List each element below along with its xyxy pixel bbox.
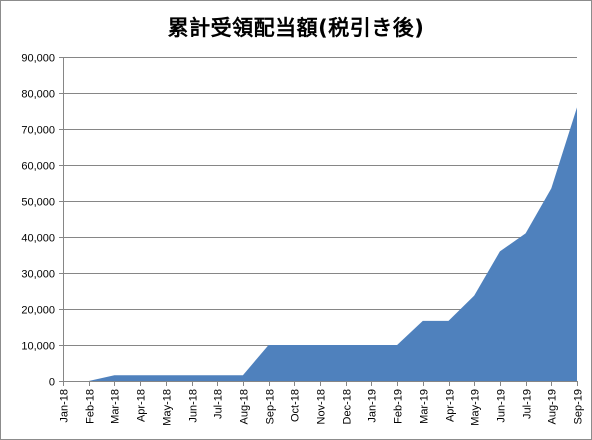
y-tick-label: 90,000 [21, 53, 55, 65]
x-tick-label: Oct-18 [290, 389, 302, 422]
x-tick-label: Mar-19 [419, 389, 431, 424]
x-tick-label: Sep-19 [573, 389, 585, 424]
x-tick-label: Jan-18 [59, 389, 71, 423]
x-tick-label: Aug-18 [239, 389, 251, 424]
chart-title: 累計受領配当額(税引き後) [167, 16, 425, 40]
x-tick-label: Feb-19 [393, 389, 405, 424]
y-tick-label: 60,000 [21, 161, 55, 173]
y-tick-label: 20,000 [21, 305, 55, 317]
y-tick-label: 50,000 [21, 197, 55, 209]
x-tick-label: Jun-19 [496, 389, 508, 423]
y-tick-label: 80,000 [21, 89, 55, 101]
area-fill [63, 107, 577, 382]
x-tick-label: Jun-18 [188, 389, 200, 423]
x-tick-label: Dec-18 [342, 389, 354, 424]
x-tick-label: Nov-18 [316, 389, 328, 424]
y-tick-label: 30,000 [21, 269, 55, 281]
x-tick-label: May-19 [470, 389, 482, 426]
x-tick-label: Jul-18 [213, 389, 225, 419]
x-tick-label: Jan-19 [367, 389, 379, 423]
x-tick-label: Apr-19 [445, 389, 457, 422]
y-tick-labels: 0 10,000 20,000 30,000 40,000 50,000 60,000 70,… [21, 53, 55, 389]
x-tick-label: Feb-18 [85, 389, 97, 424]
x-tick-labels: Jan-18 Feb-18 Mar-18 Apr-18 May-18 Jun-18 Jul-… [59, 389, 585, 426]
y-tick-label: 70,000 [21, 125, 55, 137]
x-tick-label: Mar-18 [110, 389, 122, 424]
x-tick-label: Sep-18 [265, 389, 277, 424]
x-tick-label: Apr-18 [136, 389, 148, 422]
x-tick-label: Jul-19 [522, 389, 534, 419]
axes [59, 57, 578, 386]
x-tick-label: May-18 [162, 389, 174, 426]
y-tick-label: 0 [49, 377, 55, 389]
y-tick-label: 10,000 [21, 341, 55, 353]
x-tick-label: Aug-19 [547, 389, 559, 424]
area-series [63, 107, 577, 382]
y-tick-label: 40,000 [21, 233, 55, 245]
